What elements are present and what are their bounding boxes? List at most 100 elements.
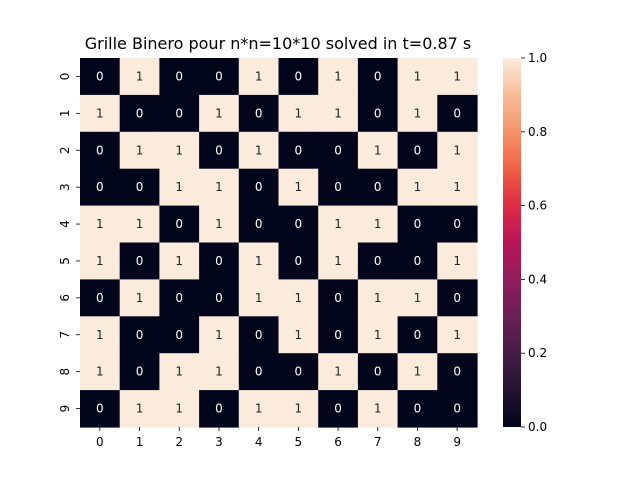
heatmap-cell-r8-c3 (199, 353, 240, 391)
cell-value-label: 1 (374, 143, 382, 157)
x-tick-label: 4 (255, 435, 263, 449)
cell-value-label: 1 (255, 69, 263, 83)
y-tick-label: 8 (58, 368, 72, 376)
cell-value-label: 1 (374, 328, 382, 342)
cell-value-label: 1 (414, 180, 422, 194)
cell-value-label: 0 (96, 143, 104, 157)
cell-value-label: 0 (255, 365, 263, 379)
heatmap-cell-r5-c5 (278, 242, 319, 280)
heatmap-cell-r8-c7 (357, 353, 399, 391)
heatmap-cell-r0-c1 (119, 58, 160, 96)
colorbar-axis: 0.0 0.2 0.4 0.6 0.8 1.0 (521, 51, 547, 434)
y-tick-label: 7 (58, 331, 72, 339)
heatmap-cell-r9-c3 (199, 390, 240, 428)
heatmap-cell-r2-c5 (278, 131, 319, 170)
heatmap-cell-r6-c9 (437, 279, 478, 317)
heatmap-cell-r6-c0 (80, 279, 121, 317)
cell-value-label: 1 (175, 402, 183, 416)
y-tick-label: 5 (58, 257, 72, 265)
heatmap-cell-r9-c0 (80, 390, 121, 428)
cell-value-label: 1 (215, 217, 223, 231)
x-tick-label: 0 (96, 435, 104, 449)
heatmap-cell-r9-c6 (318, 390, 359, 428)
cell-value-label: 0 (215, 143, 223, 157)
heatmap-cell-r4-c0 (80, 205, 121, 244)
cell-value-label: 1 (175, 365, 183, 379)
cell-value-label: 1 (175, 254, 183, 268)
heatmap-cell-r6-c5 (278, 279, 319, 317)
cell-value-label: 0 (255, 180, 263, 194)
heatmap-cell-r2-c0 (80, 131, 121, 170)
cell-value-label: 0 (96, 291, 104, 305)
colorbar-tick-label: 1.0 (528, 51, 547, 65)
heatmap-cell-r8-c1 (119, 353, 160, 391)
cell-value-label: 1 (255, 402, 263, 416)
heatmap-cell-r6-c8 (397, 279, 438, 317)
cell-value-label: 1 (136, 217, 144, 231)
cell-value-label: 0 (175, 69, 183, 83)
cell-value-label: 0 (136, 365, 144, 379)
cell-value-label: 0 (255, 106, 263, 120)
heatmap-cell-r0-c0 (80, 58, 121, 96)
cell-value-label: 1 (453, 328, 461, 342)
heatmap-cell-r3-c5 (278, 168, 319, 207)
cell-value-label: 1 (374, 291, 382, 305)
heatmap-cell-r8-c8 (397, 353, 438, 391)
heatmap-cell-r6-c6 (318, 279, 359, 317)
cell-value-label: 1 (295, 328, 303, 342)
heatmap-cell-r9-c1 (119, 390, 160, 428)
colorbar-tick-label: 0.6 (528, 199, 547, 213)
cell-value-label: 1 (96, 254, 104, 268)
heatmap-cell-r4-c5 (278, 205, 319, 244)
cell-value-label: 0 (414, 217, 422, 231)
heatmap-cell-r1-c6 (318, 94, 359, 133)
cell-value-label: 1 (295, 291, 303, 305)
cell-value-label: 0 (453, 217, 461, 231)
x-tick-label: 8 (414, 435, 422, 449)
colorbar-tick-label: 0.2 (528, 346, 547, 360)
cell-value-label: 1 (453, 69, 461, 83)
x-tick-label: 3 (215, 435, 223, 449)
heatmap-cell-r5-c3 (199, 242, 240, 280)
cell-value-label: 1 (453, 180, 461, 194)
cell-value-label: 0 (96, 180, 104, 194)
heatmap-cell-r4-c1 (119, 205, 160, 244)
cell-value-label: 1 (215, 328, 223, 342)
heatmap-cell-r2-c6 (318, 131, 359, 170)
heatmap-cell-r5-c6 (318, 242, 359, 280)
heatmap-cell-r7-c8 (397, 316, 438, 354)
heatmap-cell-r8-c4 (238, 353, 280, 391)
heatmap-cell-r0-c9 (437, 58, 478, 96)
cell-value-label: 0 (175, 217, 183, 231)
cell-value-label: 1 (374, 402, 382, 416)
cell-value-label: 0 (96, 402, 104, 416)
cell-value-label: 1 (255, 254, 263, 268)
cell-value-label: 0 (374, 106, 382, 120)
heatmap-cell-r5-c1 (119, 242, 160, 280)
cell-value-label: 1 (453, 254, 461, 268)
cell-value-label: 0 (136, 328, 144, 342)
heatmap-cell-r1-c3 (199, 94, 240, 133)
cell-value-label: 0 (215, 402, 223, 416)
cell-value-label: 1 (255, 143, 263, 157)
cell-value-label: 0 (414, 328, 422, 342)
heatmap-cell-r6-c4 (238, 279, 280, 317)
heatmap-cell-r8-c2 (159, 353, 200, 391)
cell-value-label: 0 (414, 402, 422, 416)
cell-value-label: 0 (96, 69, 104, 83)
cell-value-label: 0 (295, 143, 303, 157)
heatmap-cell-r5-c4 (238, 242, 280, 280)
cell-value-label: 0 (255, 328, 263, 342)
cell-value-label: 0 (136, 106, 144, 120)
cell-value-label: 1 (334, 365, 342, 379)
cell-value-label: 0 (175, 291, 183, 305)
cell-value-label: 1 (136, 143, 144, 157)
heatmap-cell-r2-c7 (357, 131, 399, 170)
cell-value-label: 0 (136, 180, 144, 194)
heatmap-cells: 0 1 0 0 1 0 1 0 1 1 1 0 0 1 0 1 1 0 1 0 0 1 1 0 1 0 0 1 0 1 0 0 1 1 0 1 0 0 1 1… (80, 58, 478, 428)
heatmap-cell-r4-c7 (357, 205, 399, 244)
cell-value-label: 0 (374, 180, 382, 194)
cell-value-label: 0 (374, 365, 382, 379)
heatmap-cell-r7-c9 (437, 316, 478, 354)
